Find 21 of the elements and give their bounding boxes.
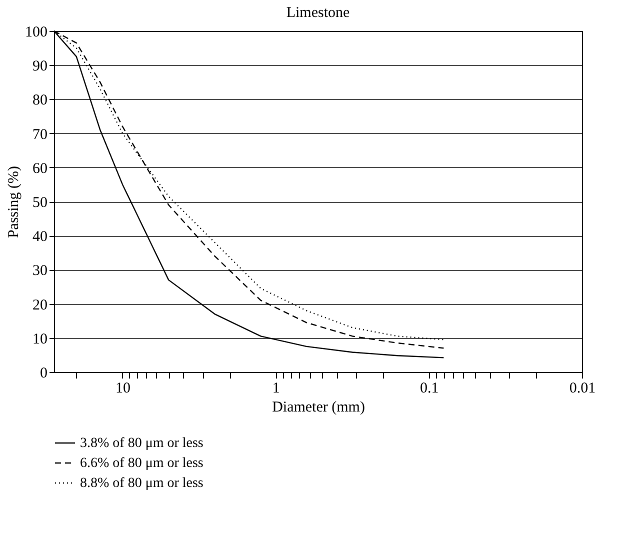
legend-label: 8.8% of 80 μm or less <box>80 476 204 491</box>
y-tick-label: 40 <box>32 229 48 246</box>
y-tick-label: 100 <box>25 24 48 40</box>
y-tick-label: 80 <box>32 92 48 109</box>
y-tick-label: 90 <box>32 58 48 75</box>
y-tick-label: 0 <box>40 366 48 382</box>
y-tick-label: 20 <box>32 297 48 314</box>
y-axis-title: Passing (%) <box>6 166 22 238</box>
legend-label: 6.6% of 80 μm or less <box>80 456 204 471</box>
x-tick-label: 0.01 <box>569 380 596 396</box>
y-tick-label: 10 <box>32 331 48 348</box>
x-tick-label: 0.1 <box>420 380 439 396</box>
legend-label: 3.8% of 80 μm or less <box>80 436 204 451</box>
y-tick-label: 60 <box>32 160 48 177</box>
x-axis-title: Diameter (mm) <box>272 400 365 416</box>
y-tick-label: 50 <box>32 195 48 211</box>
x-tick-label: 10 <box>115 380 130 396</box>
y-tick-label: 70 <box>32 126 48 143</box>
x-tick-label: 1 <box>272 380 280 396</box>
y-tick-label: 30 <box>32 263 48 280</box>
chart-title: Limestone <box>286 5 350 21</box>
